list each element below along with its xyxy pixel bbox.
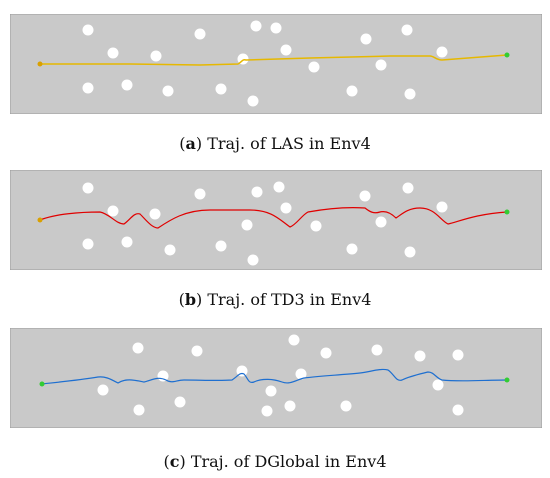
obstacle bbox=[414, 350, 426, 362]
env4-panel-dglobal bbox=[10, 328, 542, 428]
obstacle bbox=[346, 85, 358, 97]
obstacle bbox=[310, 220, 322, 232]
obstacle bbox=[375, 59, 387, 71]
start-marker bbox=[39, 381, 45, 387]
obstacle bbox=[121, 236, 133, 248]
obstacle bbox=[404, 88, 416, 100]
obstacle bbox=[371, 344, 383, 356]
obstacle bbox=[452, 404, 464, 416]
obstacle bbox=[194, 28, 206, 40]
obstacle bbox=[250, 20, 262, 32]
obstacle bbox=[107, 205, 119, 217]
obstacle bbox=[375, 216, 387, 228]
obstacle bbox=[295, 368, 307, 380]
obstacle bbox=[164, 244, 176, 256]
obstacle bbox=[149, 208, 161, 220]
obstacle bbox=[215, 83, 227, 95]
env4-panel-las bbox=[10, 14, 542, 114]
env4-panel-td3 bbox=[10, 170, 542, 270]
obstacle bbox=[97, 384, 109, 396]
caption-a: (a) Traj. of LAS in Env4 bbox=[179, 134, 371, 153]
obstacle bbox=[404, 246, 416, 258]
obstacle bbox=[280, 44, 292, 56]
obstacle bbox=[261, 405, 273, 417]
obstacle bbox=[273, 181, 285, 193]
obstacle bbox=[308, 61, 320, 73]
obstacle bbox=[452, 349, 464, 361]
obstacle bbox=[360, 33, 372, 45]
obstacle bbox=[402, 182, 414, 194]
goal-marker bbox=[504, 209, 510, 215]
obstacle bbox=[346, 243, 358, 255]
obstacle bbox=[82, 238, 94, 250]
obstacle bbox=[284, 400, 296, 412]
obstacle bbox=[270, 22, 282, 34]
trajectory-las bbox=[40, 54, 508, 66]
obstacle bbox=[247, 254, 259, 266]
obstacle bbox=[401, 24, 413, 36]
start-marker bbox=[37, 217, 43, 223]
trajectory-td3 bbox=[39, 207, 508, 229]
obstacle bbox=[436, 201, 448, 213]
obstacle bbox=[215, 240, 227, 252]
obstacle-group bbox=[97, 334, 464, 417]
obstacle bbox=[320, 347, 332, 359]
obstacle bbox=[247, 95, 259, 107]
env4-scene-td3 bbox=[10, 170, 542, 270]
obstacle bbox=[174, 396, 186, 408]
start-marker bbox=[37, 61, 43, 67]
env4-scene-dglobal bbox=[10, 328, 542, 428]
obstacle bbox=[132, 342, 144, 354]
obstacle bbox=[432, 379, 444, 391]
obstacle bbox=[288, 334, 300, 346]
trajectory-dglobal bbox=[41, 368, 508, 385]
goal-marker bbox=[504, 52, 510, 58]
obstacle bbox=[133, 404, 145, 416]
obstacle bbox=[359, 190, 371, 202]
obstacle bbox=[265, 385, 277, 397]
obstacle bbox=[107, 47, 119, 59]
obstacle bbox=[162, 85, 174, 97]
obstacle-group bbox=[82, 20, 448, 107]
caption-b: (b) Traj. of TD3 in Env4 bbox=[178, 290, 372, 309]
env4-scene-las bbox=[10, 14, 542, 114]
obstacle bbox=[82, 182, 94, 194]
obstacle bbox=[280, 202, 292, 214]
obstacle bbox=[82, 24, 94, 36]
caption-c: (c) Traj. of DGlobal in Env4 bbox=[163, 452, 387, 471]
obstacle bbox=[82, 82, 94, 94]
obstacle bbox=[436, 46, 448, 58]
obstacle bbox=[194, 188, 206, 200]
obstacle bbox=[251, 186, 263, 198]
obstacle bbox=[121, 79, 133, 91]
obstacle bbox=[150, 50, 162, 62]
obstacle-group bbox=[82, 181, 448, 266]
obstacle bbox=[191, 345, 203, 357]
obstacle bbox=[340, 400, 352, 412]
obstacle bbox=[241, 219, 253, 231]
goal-marker bbox=[504, 377, 510, 383]
